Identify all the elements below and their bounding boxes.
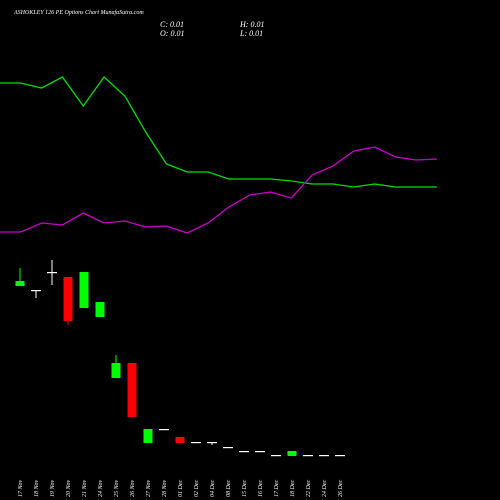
low-label: L: 0.01 xyxy=(239,29,263,38)
x-tick-label: 02 Dec xyxy=(194,480,200,497)
candle-body xyxy=(159,429,169,431)
candle-body xyxy=(207,442,217,444)
candle-body xyxy=(47,272,57,274)
x-tick-label: 27 Nov xyxy=(146,479,152,497)
x-tick-label: 18 Nov xyxy=(34,479,40,497)
x-tick-label: 22 Dec xyxy=(306,480,312,497)
x-tick-label: 24 Nov xyxy=(97,479,104,497)
candle-body xyxy=(95,302,105,317)
candle-body xyxy=(319,455,329,457)
candle-body xyxy=(255,451,265,453)
candle-body xyxy=(271,455,281,457)
indicator-line xyxy=(0,76,437,188)
candle-body xyxy=(287,451,297,456)
candle-body xyxy=(175,437,185,443)
x-tick-label: 21 Nov xyxy=(82,479,88,497)
candle-body xyxy=(63,277,73,321)
candle-body xyxy=(223,447,233,449)
x-tick-label: 26 Nov xyxy=(130,479,136,497)
x-tick-label: 26 Dec xyxy=(338,480,344,497)
x-tick-label: 17 Nov xyxy=(18,479,24,497)
candle-body xyxy=(15,281,25,286)
candle-body xyxy=(335,455,345,457)
chart-title: ASHOKLEY 126 PE Options Chart MunafaSutr… xyxy=(13,9,144,16)
x-tick-label: 20 Nov xyxy=(66,479,72,497)
close-label: C: 0.01 xyxy=(160,20,184,29)
open-label: O: 0.01 xyxy=(160,29,184,38)
candle-body xyxy=(143,429,153,443)
x-tick-label: 28 Nov xyxy=(162,479,168,497)
indicator-line xyxy=(0,146,438,234)
x-tick-label: 04 Dec xyxy=(209,480,216,497)
x-tick-label: 18 Dec xyxy=(290,480,296,497)
x-tick-label: 16 Dec xyxy=(258,480,264,497)
x-tick-label: 08 Dec xyxy=(226,480,232,497)
x-tick-label: 15 Dec xyxy=(242,480,248,497)
candle-body xyxy=(111,363,121,378)
x-tick-label: 19 Nov xyxy=(50,479,56,497)
candle-body xyxy=(79,272,89,308)
candle-body xyxy=(239,451,249,453)
high-label: H: 0.01 xyxy=(239,20,264,29)
x-tick-label: 24 Dec xyxy=(321,480,328,497)
candle-body xyxy=(191,442,201,444)
candle-body xyxy=(31,290,41,292)
x-tick-label: 25 Nov xyxy=(114,479,120,497)
candle-body xyxy=(127,363,137,417)
candle-body xyxy=(303,455,313,457)
x-tick-label: 01 Dec xyxy=(178,480,184,497)
x-tick-label: 17 Dec xyxy=(274,480,280,497)
